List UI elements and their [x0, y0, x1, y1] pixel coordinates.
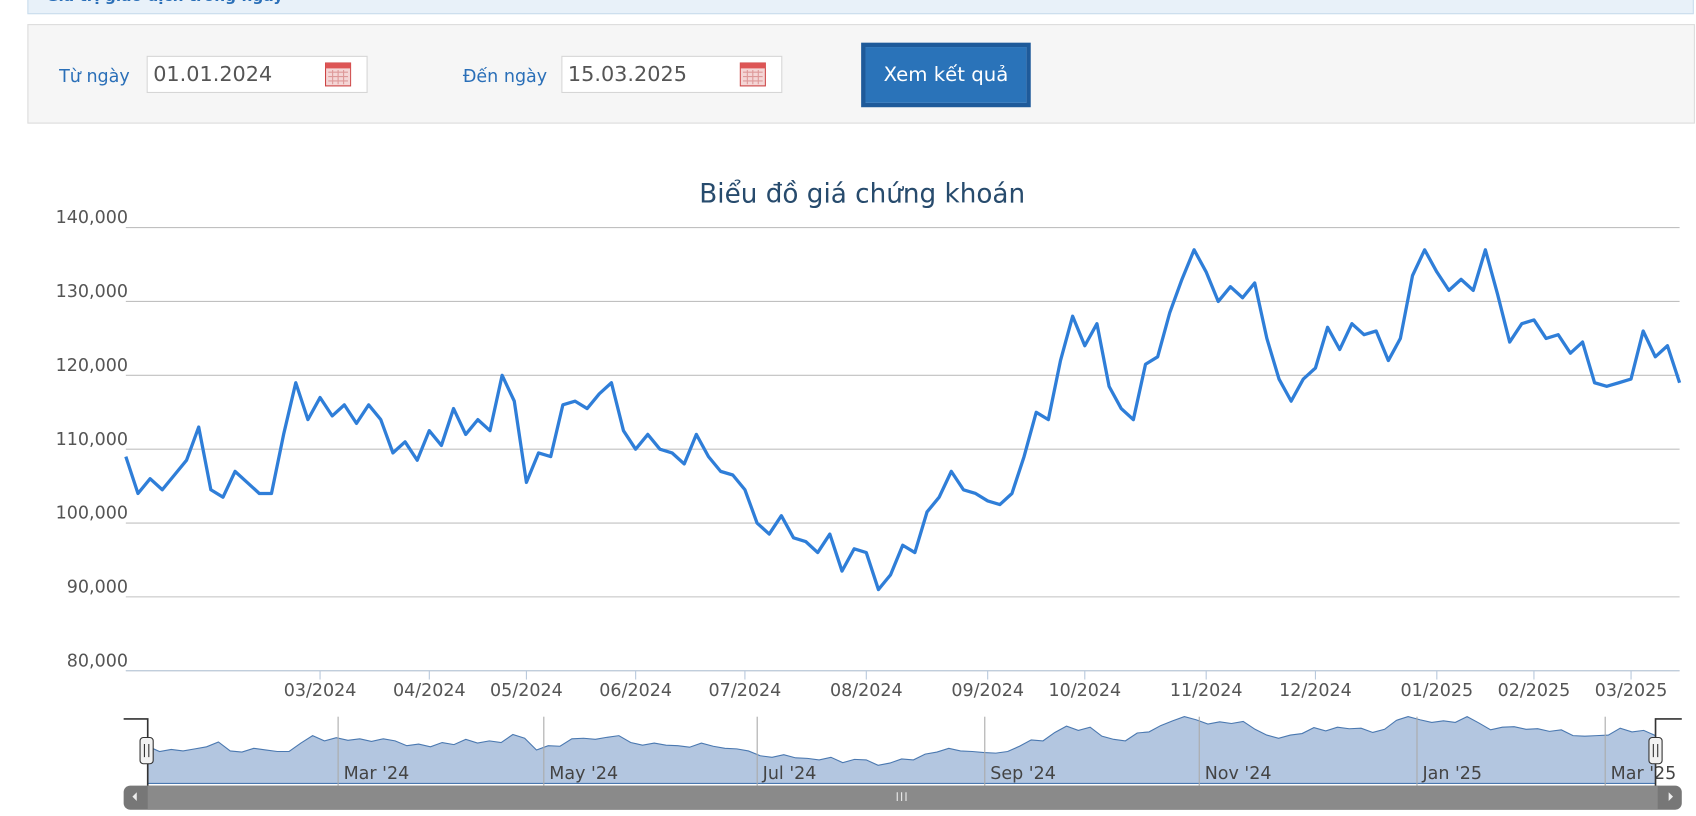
x-tick-label: 02/2025	[1498, 681, 1571, 701]
from-label: Từ ngày	[59, 65, 130, 87]
y-tick-label: 130,000	[56, 282, 128, 302]
y-tick-label: 120,000	[56, 356, 128, 376]
x-tick-label: 08/2024	[830, 681, 903, 701]
navigator-handle[interactable]	[1648, 736, 1663, 765]
navigator-area	[147, 715, 1657, 784]
y-tick-label: 100,000	[56, 504, 128, 524]
chart-title: Biểu đồ giá chứng khoán	[699, 178, 1025, 209]
price-line	[124, 248, 1682, 592]
x-tick-label: 07/2024	[709, 681, 782, 701]
y-tick-label: 90,000	[67, 578, 128, 598]
navigator-label: Jan '25	[1421, 764, 1482, 784]
handle-grip	[143, 744, 150, 758]
y-tick-label: 80,000	[67, 651, 128, 671]
calendar-icon[interactable]	[739, 62, 766, 87]
navigator-label: Mar '24	[344, 764, 410, 784]
navigator-label: Mar '25	[1611, 764, 1677, 784]
to-value: 15.03.2025	[567, 62, 687, 87]
scrollbar-thumb[interactable]	[147, 785, 1658, 810]
navigator-label: Nov '24	[1205, 764, 1272, 784]
navigator-label: Sep '24	[990, 764, 1056, 784]
button-label: Xem kết quả	[865, 47, 1027, 103]
x-tick-label: 03/2024	[284, 681, 357, 701]
section-header: Giá trị giao dịch trong ngày	[27, 0, 1694, 15]
navigator-label: May '24	[549, 764, 618, 784]
thumb-grip	[896, 792, 907, 801]
x-tick-label: 01/2025	[1400, 681, 1473, 701]
navigator-handle[interactable]	[139, 736, 154, 765]
x-tick-label: 10/2024	[1048, 681, 1121, 701]
calendar-icon[interactable]	[324, 62, 352, 87]
navigator-label: Jul '24	[762, 764, 817, 784]
x-tick-label: 06/2024	[599, 681, 672, 701]
from-input[interactable]: 01.01.2024	[146, 55, 368, 94]
y-tick-label: 140,000	[56, 208, 128, 228]
x-tick-label: 03/2025	[1595, 681, 1668, 701]
x-tick-label: 12/2024	[1279, 681, 1352, 701]
x-tick-label: 04/2024	[393, 681, 466, 701]
x-tick-label: 09/2024	[951, 681, 1024, 701]
x-tick-label: 05/2024	[490, 681, 563, 701]
to-input[interactable]: 15.03.2025	[561, 55, 783, 94]
y-tick-label: 110,000	[56, 430, 128, 450]
from-value: 01.01.2024	[153, 62, 273, 87]
to-label: Đến ngày	[462, 65, 548, 87]
handle-grip	[1652, 744, 1659, 758]
submit-button[interactable]: Xem kết quả	[861, 42, 1031, 108]
x-tick-label: 11/2024	[1170, 681, 1243, 701]
